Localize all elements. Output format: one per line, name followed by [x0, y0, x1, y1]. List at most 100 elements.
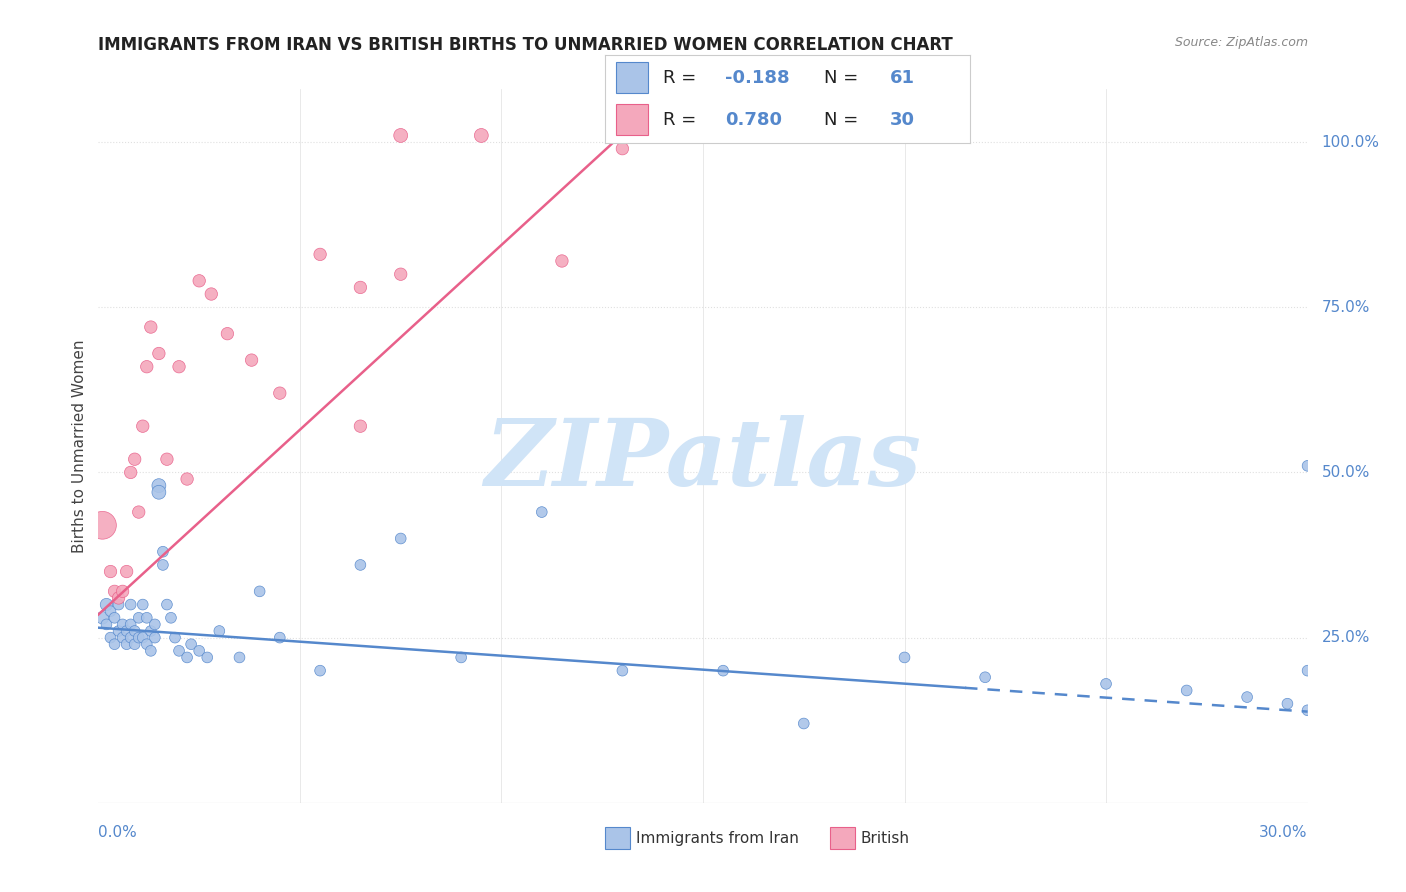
Point	[132, 598, 155, 612]
Point	[156, 452, 179, 467]
Point	[612, 128, 634, 143]
Point	[100, 565, 122, 579]
Point	[188, 274, 211, 288]
Point	[1296, 664, 1319, 678]
Point	[1277, 697, 1299, 711]
Point	[128, 611, 150, 625]
Point	[1175, 683, 1198, 698]
Point	[160, 611, 183, 625]
Text: 30.0%: 30.0%	[1260, 825, 1308, 840]
Point	[1296, 703, 1319, 717]
Point	[124, 452, 146, 467]
Point	[148, 478, 170, 492]
Point	[100, 604, 122, 618]
Point	[1296, 458, 1319, 473]
Point	[115, 565, 138, 579]
Point	[120, 617, 142, 632]
Point	[115, 637, 138, 651]
Point	[120, 598, 142, 612]
Point	[389, 128, 412, 143]
Text: N =: N =	[824, 69, 863, 87]
Text: British: British	[860, 831, 910, 846]
Point	[91, 518, 114, 533]
Point	[135, 611, 157, 625]
Point	[148, 346, 170, 360]
Point	[195, 650, 218, 665]
Text: N =: N =	[824, 111, 863, 128]
Y-axis label: Births to Unmarried Women: Births to Unmarried Women	[72, 339, 87, 553]
Point	[269, 631, 291, 645]
Point	[120, 466, 142, 480]
Text: R =: R =	[664, 111, 702, 128]
FancyBboxPatch shape	[616, 62, 648, 93]
Point	[128, 631, 150, 645]
Point	[974, 670, 997, 684]
Text: Immigrants from Iran: Immigrants from Iran	[636, 831, 799, 846]
Text: 25.0%: 25.0%	[1322, 630, 1369, 645]
Text: 50.0%: 50.0%	[1322, 465, 1369, 480]
Text: 100.0%: 100.0%	[1322, 135, 1379, 150]
Point	[124, 624, 146, 638]
Point	[349, 419, 371, 434]
Point	[120, 631, 142, 645]
Point	[139, 624, 162, 638]
Point	[711, 664, 734, 678]
Point	[249, 584, 271, 599]
Point	[115, 624, 138, 638]
Point	[893, 650, 915, 665]
FancyBboxPatch shape	[616, 104, 648, 135]
Point	[111, 617, 134, 632]
Point	[96, 617, 118, 632]
Point	[176, 650, 198, 665]
Text: 0.0%: 0.0%	[98, 825, 138, 840]
Point	[91, 611, 114, 625]
Point	[349, 280, 371, 294]
Point	[111, 584, 134, 599]
Point	[128, 505, 150, 519]
Text: 61: 61	[890, 69, 915, 87]
Point	[167, 644, 190, 658]
Point	[103, 611, 125, 625]
Point	[612, 142, 634, 156]
Point	[124, 637, 146, 651]
Point	[470, 128, 492, 143]
Point	[389, 532, 412, 546]
Point	[167, 359, 190, 374]
Point	[103, 637, 125, 651]
Point	[1095, 677, 1118, 691]
Point	[107, 624, 129, 638]
Point	[100, 631, 122, 645]
Point	[156, 598, 179, 612]
Point	[152, 545, 174, 559]
Point	[96, 598, 118, 612]
Point	[200, 287, 222, 301]
Point	[163, 631, 186, 645]
Text: R =: R =	[664, 69, 702, 87]
Text: 0.780: 0.780	[725, 111, 782, 128]
Point	[551, 254, 574, 268]
Point	[152, 558, 174, 572]
Point	[135, 359, 157, 374]
Point	[180, 637, 202, 651]
Point	[793, 716, 815, 731]
Point	[349, 558, 371, 572]
Text: ZIPatlas: ZIPatlas	[485, 416, 921, 505]
Point	[612, 664, 634, 678]
Point	[139, 320, 162, 334]
Point	[143, 631, 166, 645]
Point	[107, 598, 129, 612]
Point	[389, 267, 412, 281]
Point	[148, 485, 170, 500]
Point	[208, 624, 231, 638]
Point	[103, 584, 125, 599]
Text: IMMIGRANTS FROM IRAN VS BRITISH BIRTHS TO UNMARRIED WOMEN CORRELATION CHART: IMMIGRANTS FROM IRAN VS BRITISH BIRTHS T…	[98, 36, 953, 54]
Point	[135, 637, 157, 651]
Point	[111, 631, 134, 645]
Point	[309, 664, 332, 678]
Point	[228, 650, 250, 665]
Point	[309, 247, 332, 261]
Text: -0.188: -0.188	[725, 69, 790, 87]
Text: 30: 30	[890, 111, 915, 128]
Point	[1236, 690, 1258, 704]
Point	[217, 326, 239, 341]
